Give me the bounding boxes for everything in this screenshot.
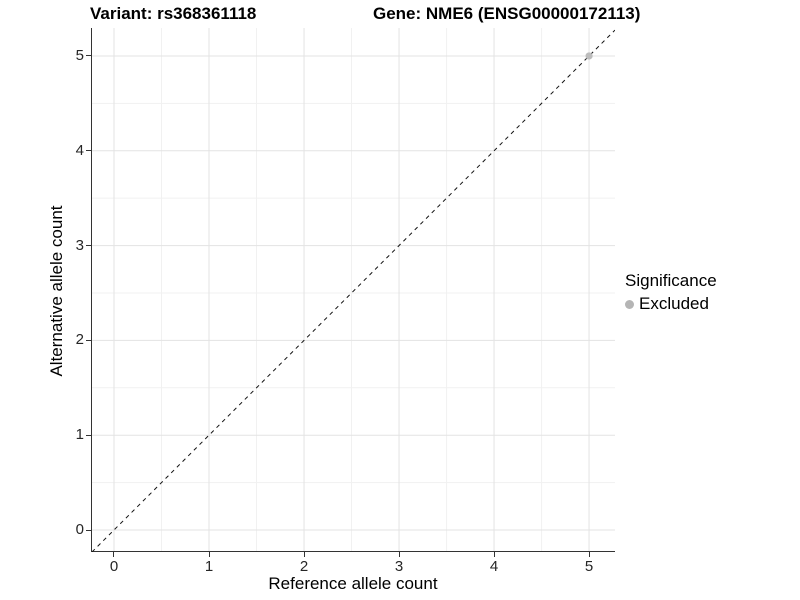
y-tick-mark <box>86 529 91 531</box>
y-tick-mark <box>86 339 91 341</box>
x-tick-mark <box>398 552 400 557</box>
plot-panel <box>91 28 615 552</box>
legend-point-icon <box>625 299 634 309</box>
plot-title-gene: Gene: NME6 (ENSG00000172113) <box>373 4 641 23</box>
plot-title-variant: Variant: rs368361118 <box>90 4 257 23</box>
y-tick-mark <box>86 434 91 436</box>
y-tick-label: 1 <box>75 426 84 444</box>
y-tick-mark <box>86 150 91 152</box>
y-tick-mark <box>86 245 91 247</box>
y-axis-title: Alternative allele count <box>47 205 66 377</box>
x-tick-mark <box>493 552 495 557</box>
x-tick-mark <box>208 552 210 557</box>
x-tick-label: 5 <box>584 558 594 575</box>
y-tick-label: 5 <box>75 46 84 64</box>
x-tick-label: 4 <box>489 558 499 575</box>
identity-dashed-line <box>91 29 615 552</box>
x-axis-title: Reference allele count <box>268 574 438 593</box>
legend: Significance Excluded <box>625 271 717 314</box>
legend-item-excluded: Excluded <box>625 294 717 314</box>
legend-title: Significance <box>625 271 717 290</box>
x-tick-label: 0 <box>109 558 119 575</box>
x-tick-label: 2 <box>299 558 309 575</box>
data-point <box>585 52 593 60</box>
plot-canvas <box>91 28 615 552</box>
y-tick-label: 0 <box>75 521 84 538</box>
x-tick-label: 1 <box>204 558 214 575</box>
x-tick-mark <box>113 552 115 557</box>
y-tick-label: 2 <box>75 331 84 349</box>
x-tick-mark <box>303 552 305 557</box>
legend-item-label: Excluded <box>639 294 709 313</box>
y-tick-mark <box>86 55 91 57</box>
x-tick-label: 3 <box>394 558 404 575</box>
y-tick-label: 3 <box>75 236 84 254</box>
y-tick-label: 4 <box>75 141 84 159</box>
x-tick-mark <box>588 552 590 557</box>
